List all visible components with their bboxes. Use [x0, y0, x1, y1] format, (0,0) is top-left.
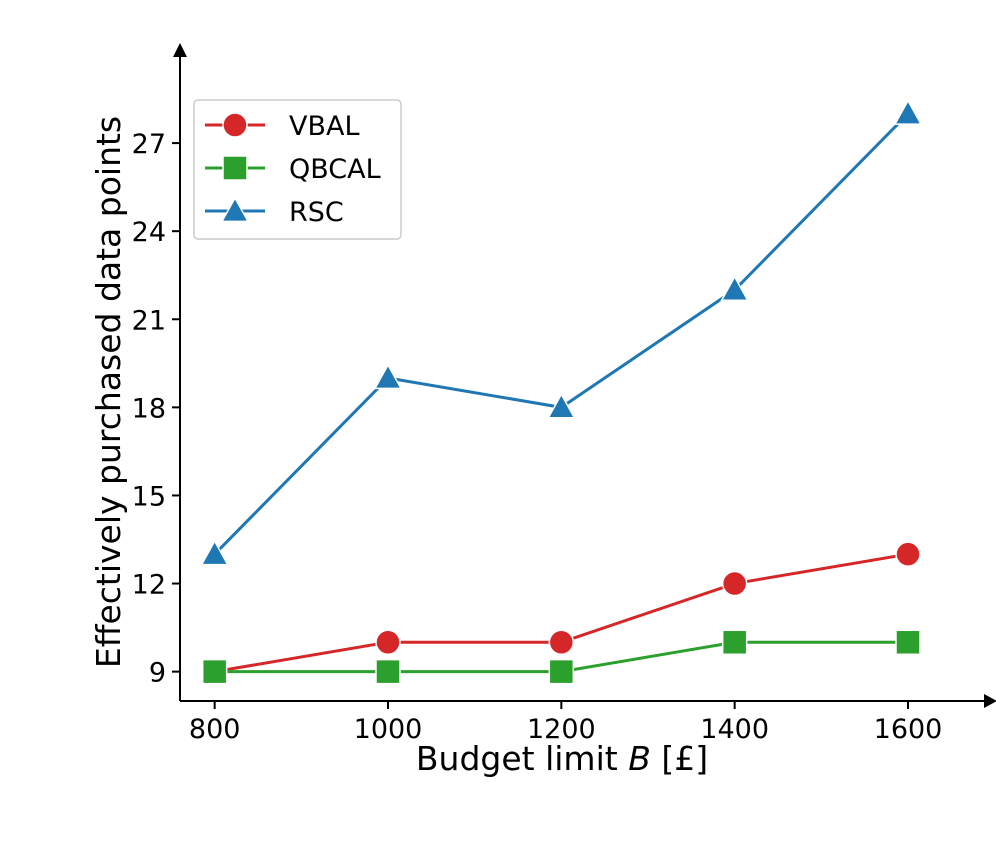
x-tick-label: 1400	[700, 714, 769, 745]
legend-label-rsc: RSC	[289, 197, 344, 228]
series-layer	[200, 99, 923, 685]
x-axis-title: Budget limit B [£]	[416, 739, 708, 778]
y-ticks: 9 12 15 18 21 24 27	[132, 129, 180, 689]
y-tick-label: 21	[132, 305, 166, 336]
legend-item-rsc: RSC	[205, 196, 344, 228]
data-point-vbal	[375, 629, 401, 656]
data-point-qbcal	[895, 629, 921, 656]
x-ticks: 800 1000 1200 1400 1600	[189, 701, 942, 745]
series-qbcal	[201, 629, 921, 685]
data-point-rsc	[893, 99, 923, 125]
data-point-vbal	[548, 629, 575, 656]
legend-item-vbal: VBAL	[205, 111, 360, 142]
x-tick-label: 800	[189, 714, 241, 745]
legend-label-qbcal: QBCAL	[289, 154, 381, 185]
y-tick-label: 12	[132, 570, 166, 601]
legend-marker-rsc	[220, 196, 250, 223]
y-tick-label: 9	[149, 658, 166, 689]
data-point-qbcal	[548, 658, 575, 685]
y-tick-label: 18	[132, 393, 166, 424]
series-rsc	[200, 99, 923, 566]
y-tick-label: 24	[132, 217, 166, 248]
data-point-vbal	[721, 570, 748, 597]
x-tick-label: 1200	[527, 714, 596, 745]
legend: VBAL QBCAL RSC	[193, 99, 402, 240]
y-tick-label: 27	[132, 129, 166, 160]
data-point-qbcal	[201, 658, 228, 685]
y-axis-arrow	[173, 43, 187, 57]
data-point-qbcal	[721, 629, 748, 656]
data-point-rsc	[720, 275, 749, 302]
y-axis-title: Effectively purchased data points	[89, 116, 128, 668]
legend-label-vbal: VBAL	[289, 111, 360, 142]
legend-item-qbcal: QBCAL	[205, 154, 381, 185]
data-point-qbcal	[375, 658, 401, 685]
data-point-rsc	[547, 392, 576, 419]
data-point-rsc	[200, 539, 229, 566]
x-tick-label: 1600	[874, 714, 943, 745]
legend-marker-vbal	[222, 112, 248, 138]
x-axis-arrow	[984, 694, 996, 708]
legend-frame	[193, 99, 402, 240]
y-tick-label: 15	[132, 481, 166, 512]
data-point-rsc	[373, 363, 403, 390]
legend-marker-qbcal	[222, 155, 248, 181]
data-point-vbal	[895, 541, 921, 567]
x-tick-label: 1000	[354, 714, 423, 745]
axes	[173, 43, 996, 708]
